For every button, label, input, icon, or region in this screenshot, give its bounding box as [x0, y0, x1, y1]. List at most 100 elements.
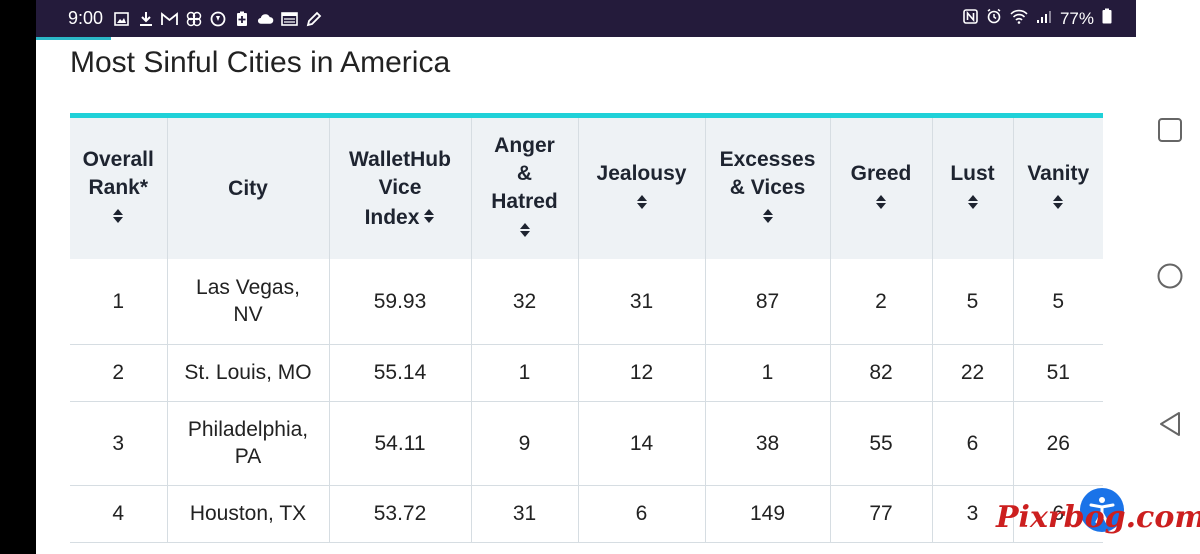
cell-anger-hatred: 1	[471, 344, 579, 402]
cell-lust: 5	[932, 259, 1014, 345]
table-row: 1 Las Vegas, NV 59.93 32 31 87 2 5 5	[70, 259, 1103, 345]
city-name-line: NV	[233, 303, 263, 327]
table-row: 3 Philadelphia, PA 54.11 9 14 38 55 6 26	[70, 401, 1103, 486]
battery-percent: 77%	[1059, 8, 1094, 28]
cloud-icon	[257, 10, 274, 27]
table-row: 2 St. Louis, MO 55.14 1 12 1 82 22 51	[70, 344, 1103, 402]
status-bar: 9:00	[36, 0, 1136, 37]
column-header-label: Rank*	[88, 175, 149, 199]
cell-vice-index: 53.72	[329, 485, 472, 543]
city-name-line: Philadelphia,	[187, 418, 309, 441]
column-header-jealousy[interactable]: Jealousy	[578, 118, 706, 259]
column-header-overall-rank[interactable]: Overall Rank*	[70, 118, 168, 259]
cell-greed: 2	[830, 259, 933, 345]
column-header-label: Greed	[850, 161, 912, 185]
column-header-lust[interactable]: Lust	[932, 118, 1014, 259]
cell-city: Las Vegas, NV	[167, 259, 330, 345]
status-time: 9:00	[68, 8, 104, 28]
column-header-greed[interactable]: Greed	[830, 118, 933, 259]
cell-vanity: 51	[1013, 344, 1103, 402]
rankings-table: Overall Rank* City WalletHub Vice Index Anger &…	[70, 113, 1103, 543]
column-header-excesses-vices[interactable]: Excesses & Vices	[705, 118, 831, 259]
sort-icon[interactable]	[967, 190, 979, 218]
column-header-vice-index[interactable]: WalletHub Vice Index	[329, 118, 472, 259]
table-accent-bar	[70, 113, 1103, 118]
cell-greed: 82	[830, 344, 933, 402]
home-button[interactable]	[1156, 262, 1184, 290]
signal-icon	[1036, 9, 1052, 29]
watermark-logo: Pixrbog.com	[996, 500, 1200, 535]
status-underline	[36, 37, 111, 40]
cell-anger-hatred: 32	[471, 259, 579, 345]
column-header-label: Anger	[494, 133, 555, 157]
column-header-label: Vice	[378, 175, 422, 199]
wifi-icon	[1010, 9, 1028, 29]
notification-icons	[113, 10, 322, 27]
cell-rank: 3	[70, 401, 168, 486]
column-header-label: & Vices	[729, 175, 806, 199]
city-name-line: Las Vegas,	[196, 276, 300, 300]
pinwheel-icon	[185, 10, 202, 27]
cell-vanity: 5	[1013, 259, 1103, 345]
table-header-row: Overall Rank* City WalletHub Vice Index Anger &…	[70, 118, 1103, 259]
cell-rank: 2	[70, 344, 168, 402]
app-icon	[209, 10, 226, 27]
column-header-anger-hatred[interactable]: Anger & Hatred	[471, 118, 579, 259]
column-header-label: Jealousy	[596, 161, 687, 185]
cell-lust: 22	[932, 344, 1014, 402]
cell-vice-index: 59.93	[329, 259, 472, 345]
cell-excesses-vices: 38	[705, 401, 831, 486]
table-row: 4 Houston, TX 53.72 31 6 149 77 3 6	[70, 485, 1103, 543]
cell-anger-hatred: 9	[471, 401, 579, 486]
web-page: Most Sinful Cities in America Overall Ran…	[36, 40, 1136, 554]
download-icon	[137, 10, 154, 27]
column-header-label: Hatred	[491, 189, 558, 213]
column-header-label: Lust	[950, 161, 995, 185]
back-button[interactable]	[1156, 410, 1184, 438]
battery-icon	[1102, 8, 1112, 29]
sort-icon[interactable]	[875, 190, 887, 218]
sort-icon[interactable]	[762, 204, 774, 232]
gallery-icon	[113, 10, 130, 27]
cell-rank: 4	[70, 485, 168, 543]
sort-icon[interactable]	[423, 204, 435, 232]
column-header-label: Index	[364, 205, 420, 229]
navigation-bar	[1136, 0, 1200, 554]
accessibility-icon	[1089, 497, 1115, 524]
column-header-label: WalletHub	[349, 147, 451, 171]
cell-vanity: 26	[1013, 401, 1103, 486]
column-header-label: &	[516, 161, 533, 185]
city-name-line: PA	[234, 445, 262, 468]
alarm-icon	[986, 8, 1002, 29]
cell-vice-index: 55.14	[329, 344, 472, 402]
cell-greed: 77	[830, 485, 933, 543]
cell-jealousy: 12	[578, 344, 706, 402]
city-name-line: Houston, TX	[189, 502, 307, 525]
cell-lust: 6	[932, 401, 1014, 486]
recents-button[interactable]	[1156, 116, 1184, 144]
cell-city: Houston, TX	[167, 485, 330, 543]
sort-icon[interactable]	[519, 218, 531, 246]
back-icon	[1160, 412, 1180, 436]
cell-vice-index: 54.11	[329, 401, 472, 486]
cell-city: St. Louis, MO	[167, 344, 330, 402]
column-header-label: Overall	[82, 147, 154, 171]
sort-icon[interactable]	[1052, 190, 1064, 218]
city-name-line: St. Louis, MO	[184, 361, 312, 384]
accessibility-button[interactable]	[1080, 488, 1124, 532]
nfc-icon	[963, 8, 978, 29]
sort-icon[interactable]	[636, 190, 648, 218]
pen-icon	[305, 10, 322, 27]
sort-icon[interactable]	[112, 204, 124, 232]
column-header-vanity[interactable]: Vanity	[1013, 118, 1103, 259]
column-header-label: Vanity	[1027, 161, 1090, 185]
battery-saver-icon	[233, 10, 250, 27]
column-header-label: City	[228, 176, 268, 200]
cell-rank: 1	[70, 259, 168, 345]
cell-lust: 3	[932, 485, 1014, 543]
home-icon	[1157, 263, 1183, 289]
cell-excesses-vices: 87	[705, 259, 831, 345]
column-header-city: City	[167, 118, 330, 259]
cell-greed: 55	[830, 401, 933, 486]
cell-jealousy: 6	[578, 485, 706, 543]
